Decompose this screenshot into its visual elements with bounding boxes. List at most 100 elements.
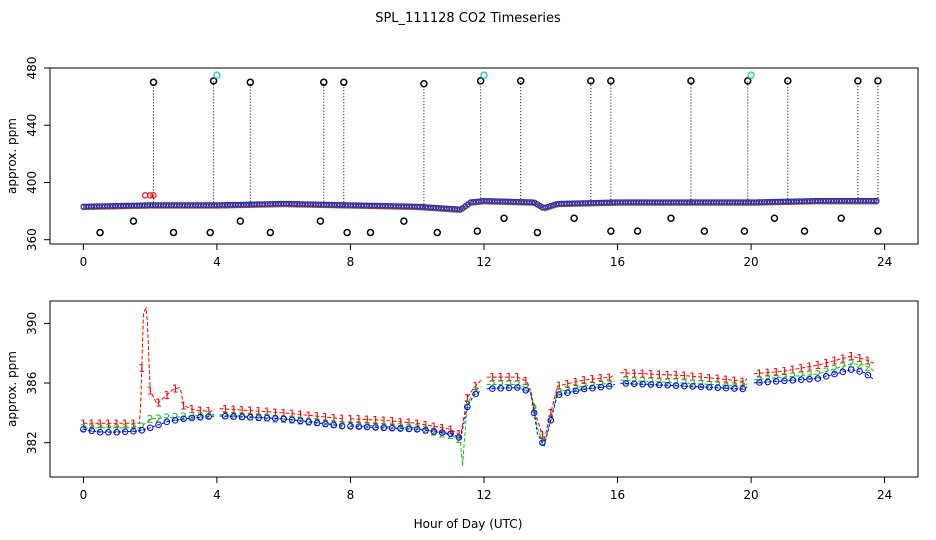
smoothed-point — [371, 202, 378, 209]
red-point — [150, 192, 157, 199]
smoothed-point — [483, 197, 490, 204]
outlier-point — [213, 71, 221, 79]
series-point-1: 1 — [647, 368, 654, 381]
smoothed-point — [790, 198, 797, 205]
smoothed-point — [758, 199, 765, 205]
raw-point — [476, 77, 485, 85]
smoothed-point — [652, 199, 658, 206]
series-point-1: 1 — [814, 359, 821, 372]
smoothed-point — [411, 203, 418, 210]
smoothed-point — [433, 204, 439, 211]
smoothed-point — [681, 199, 688, 206]
smoothed-point — [176, 202, 183, 208]
series-point-1: 1 — [138, 362, 145, 375]
raw-point — [607, 77, 615, 85]
series-point-1: 1 — [447, 423, 454, 436]
smoothed-point — [550, 202, 557, 208]
top-panel: 0 4 8 12 16 20 24 360 400 440 480 approx. ppm — [5, 57, 919, 269]
smoothed-point — [817, 197, 824, 204]
series-point-1: 1 — [380, 414, 387, 427]
series-point-3 — [80, 425, 87, 433]
smoothed-point — [133, 202, 140, 209]
smoothed-point — [713, 199, 720, 206]
series-point-1: 1 — [238, 404, 245, 417]
smoothed-point — [112, 202, 119, 209]
series-point-1: 1 — [355, 413, 362, 426]
smoothed-point — [197, 202, 204, 208]
series-point-2: 2 — [113, 422, 120, 435]
series-point-3 — [689, 383, 696, 390]
smoothed-point — [505, 198, 511, 205]
smoothed-point — [553, 201, 560, 207]
series-point-3 — [388, 424, 396, 432]
smoothed-point — [558, 200, 565, 207]
series-point-2: 2 — [180, 411, 187, 424]
series-point-2: 2 — [789, 370, 796, 383]
series-point-3 — [238, 413, 246, 421]
smoothed-point — [601, 199, 608, 206]
series-point-2: 2 — [531, 402, 538, 415]
series-point-3 — [330, 421, 338, 429]
smoothed-point — [320, 201, 327, 208]
series-point-2: 2 — [305, 415, 312, 428]
smoothed-point — [868, 197, 875, 204]
smoothed-point — [368, 202, 375, 209]
series-point-3 — [105, 428, 112, 436]
series-point-1: 1 — [330, 412, 337, 425]
series-point-3 — [639, 380, 646, 388]
series-point-1: 1 — [205, 405, 212, 418]
smoothed-point — [545, 203, 551, 210]
y-tick-label: 440 — [25, 114, 39, 137]
red-point — [146, 192, 154, 199]
smoothed-point — [312, 201, 319, 208]
smoothed-point — [224, 201, 231, 208]
smoothed-point — [222, 201, 228, 208]
smoothed-point — [323, 201, 330, 208]
smoothed-point — [801, 198, 808, 204]
smoothed-point — [392, 203, 399, 209]
smoothed-point — [833, 197, 840, 204]
raw-point — [400, 217, 408, 225]
smoothed-point — [304, 201, 311, 208]
series-point-3 — [255, 414, 262, 422]
smoothed-point — [764, 198, 771, 205]
y-tick-label: 390 — [25, 312, 39, 335]
smoothed-point — [732, 199, 738, 206]
series-point-1: 1 — [305, 409, 312, 422]
smoothed-point — [676, 199, 682, 206]
smoothed-point — [871, 197, 877, 204]
smoothed-point — [395, 203, 402, 209]
smoothed-point — [742, 199, 749, 206]
smoothed-point — [542, 204, 549, 211]
series-point-3 — [672, 382, 680, 389]
smoothed-point — [256, 201, 263, 208]
smoothed-point — [149, 202, 156, 208]
series-point-2: 2 — [280, 413, 287, 426]
smoothed-point — [782, 198, 789, 205]
smoothed-point — [865, 197, 872, 204]
series-point-2: 2 — [839, 360, 846, 373]
smoothed-point — [515, 198, 522, 205]
series-point-1: 1 — [314, 410, 321, 423]
smoothed-point — [497, 198, 503, 205]
smoothed-point — [408, 203, 415, 210]
series-point-3 — [739, 385, 747, 393]
smoothed-point — [123, 202, 130, 209]
smoothed-point — [841, 197, 848, 204]
smoothed-point — [427, 204, 434, 211]
smoothed-point — [491, 198, 498, 204]
series-point-3 — [664, 381, 671, 389]
series-point-1: 1 — [397, 416, 404, 429]
series-point-3 — [714, 384, 721, 391]
series-point-1: 1 — [764, 367, 771, 380]
x-tick-label: 16 — [610, 488, 625, 502]
smoothed-point — [633, 199, 640, 206]
outlier-point — [480, 71, 488, 79]
smoothed-point — [288, 200, 295, 207]
series-point-2: 2 — [814, 368, 821, 381]
smoothed-point — [425, 204, 431, 211]
series-point-3 — [121, 428, 129, 436]
series-point-2: 2 — [489, 379, 496, 392]
smoothed-point — [470, 199, 477, 205]
